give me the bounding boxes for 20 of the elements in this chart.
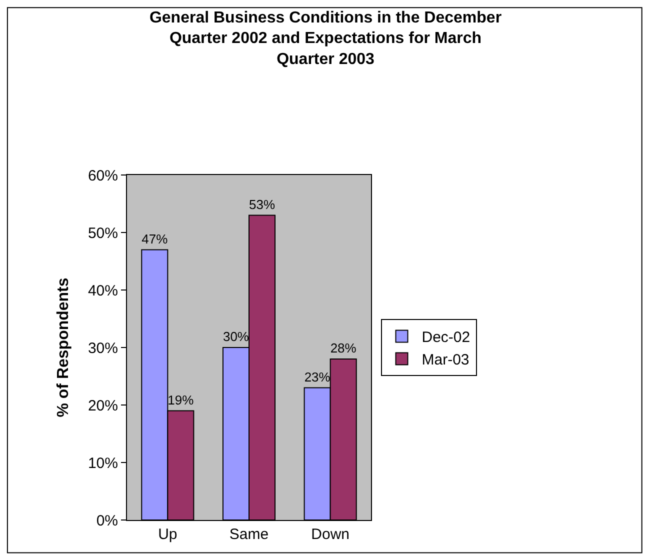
y-tick-label: 50% xyxy=(88,224,118,242)
legend-label: Mar-03 xyxy=(422,352,470,369)
legend-label: Dec-02 xyxy=(422,329,470,346)
y-tick-label: 10% xyxy=(88,454,118,472)
y-tick-label: 60% xyxy=(88,167,118,184)
y-tick-label: 40% xyxy=(88,282,118,300)
y-tick-label: 30% xyxy=(88,340,118,357)
data-label: 47% xyxy=(142,231,168,246)
y-axis-title: % of Respondents xyxy=(54,278,72,418)
x-tick-label: Down xyxy=(311,526,350,543)
data-label: 28% xyxy=(330,340,357,356)
x-tick-label: Same xyxy=(229,526,269,543)
chart-title: General Business Conditions in the December Quarter 2002 and Expectations for March Quarter 2003 xyxy=(149,9,502,68)
x-tick-label: Up xyxy=(158,526,178,543)
y-tick-label: 20% xyxy=(88,397,118,414)
data-label: 23% xyxy=(304,369,331,384)
y-tick-label: 0% xyxy=(96,512,118,530)
data-label: 19% xyxy=(168,392,194,408)
data-label: 30% xyxy=(222,329,250,344)
data-label: 53% xyxy=(249,196,276,212)
